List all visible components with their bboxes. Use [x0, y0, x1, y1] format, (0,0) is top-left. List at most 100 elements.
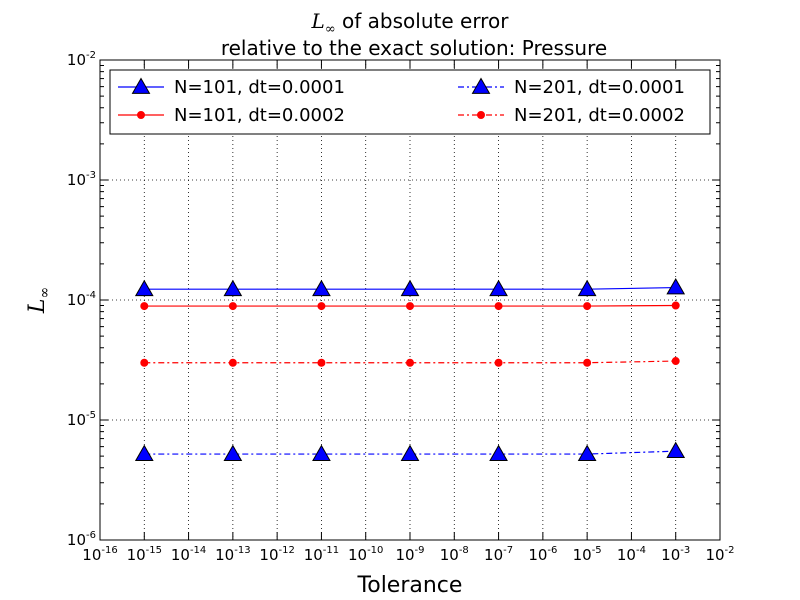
legend: N=101, dt=0.0001 N=101, dt=0.0002 N=201, d…: [109, 69, 711, 135]
data-point-dot: [317, 302, 326, 311]
data-point-dot: [228, 358, 237, 367]
x-tick-label-exponent: -13: [234, 545, 250, 556]
y-tick-label: 10-6: [67, 530, 96, 549]
x-tick-label: 10-9: [395, 545, 424, 564]
data-point-triangle: [223, 444, 243, 461]
x-tick-label: 10-14: [171, 545, 206, 564]
x-tick-label-base: 10: [348, 546, 367, 564]
y-tick-label-exponent: -6: [86, 530, 96, 541]
x-tick-label-base: 10: [617, 546, 636, 564]
x-tick-label-base: 10: [127, 546, 146, 564]
x-tick-label-exponent: -14: [190, 545, 206, 556]
y-tick-label-exponent: -2: [86, 50, 96, 61]
data-point-triangle: [577, 279, 597, 297]
data-point-triangle: [666, 278, 686, 295]
title-math-l: L: [311, 9, 325, 33]
legend-box: [109, 69, 711, 135]
x-tick-label: 10-12: [259, 545, 294, 564]
x-tick-label-exponent: -7: [503, 545, 513, 556]
x-tick-label-exponent: -6: [547, 545, 557, 556]
y-tick-label-exponent: -3: [86, 170, 96, 181]
x-tick-label: 10-13: [215, 545, 250, 564]
x-tick-label: 10-4: [617, 545, 646, 564]
legend-entry: N=201, dt=0.0001: [458, 77, 685, 98]
y-tick-label-exponent: -5: [86, 410, 96, 421]
y-axis-label: L∞: [25, 287, 53, 314]
data-point-triangle: [223, 279, 243, 297]
legend-label: N=201, dt=0.0002: [514, 105, 685, 126]
legend-marker-triangle: [131, 77, 151, 94]
y-tick-label-base: 10: [67, 291, 86, 309]
data-point-triangle: [666, 441, 686, 459]
data-point-triangle: [312, 444, 331, 461]
legend-marker-triangle: [471, 77, 491, 94]
x-tick-label: 10-8: [440, 545, 469, 564]
x-tick-label-base: 10: [259, 546, 278, 564]
legend-marker-dot: [137, 111, 145, 119]
plot-series: [134, 278, 686, 461]
legend-label: N=201, dt=0.0001: [514, 77, 685, 98]
x-tick-label: 10-15: [127, 545, 162, 564]
legend-label: N=101, dt=0.0002: [174, 105, 345, 126]
x-tick-label-exponent: -2: [725, 545, 735, 556]
data-point-triangle: [577, 444, 597, 461]
x-tick-label-base: 10: [82, 546, 101, 564]
x-tick-label-exponent: -5: [592, 545, 602, 556]
series-4: [140, 357, 680, 367]
y-tick-label: 10-3: [67, 170, 96, 189]
y-tick-label: 10-5: [67, 410, 96, 429]
series-2: [140, 301, 680, 311]
x-tick-label: 10-5: [573, 545, 602, 564]
data-point-dot: [494, 358, 503, 367]
data-point-triangle: [134, 444, 154, 461]
legend-entry: N=201, dt=0.0002: [458, 105, 685, 126]
y-tick-label-exponent: -4: [86, 290, 96, 301]
series-1: [134, 278, 686, 297]
y-tick-label-base: 10: [67, 51, 86, 69]
x-tick-label-exponent: -10: [367, 545, 383, 556]
y-axis-label-l: L: [25, 299, 50, 315]
data-point-dot: [317, 358, 326, 367]
legend-entry: N=101, dt=0.0001: [118, 77, 345, 98]
data-point-dot: [406, 302, 414, 311]
data-point-triangle: [312, 279, 331, 297]
x-tick-label: 10-16: [82, 545, 117, 564]
x-tick-label-exponent: -15: [146, 545, 162, 556]
data-point-triangle: [400, 444, 420, 461]
series-3: [134, 441, 686, 461]
legend-label: N=101, dt=0.0001: [174, 77, 345, 98]
title-rest: of absolute error: [336, 9, 510, 33]
data-point-dot: [494, 302, 503, 311]
x-tick-label-base: 10: [304, 546, 323, 564]
y-tick-label-base: 10: [67, 171, 86, 189]
x-tick-label-base: 10: [484, 546, 503, 564]
x-tick-label-base: 10: [528, 546, 547, 564]
y-tick-label-base: 10: [67, 411, 86, 429]
x-tick-label-base: 10: [705, 546, 724, 564]
data-point-dot: [671, 301, 680, 310]
x-axis-label: Tolerance: [357, 573, 463, 598]
x-tick-label-base: 10: [171, 546, 190, 564]
data-point-dot: [583, 358, 592, 367]
y-tick-label: 10-4: [67, 290, 96, 309]
x-tick-label-exponent: -12: [279, 545, 295, 556]
data-point-triangle: [400, 279, 420, 297]
y-axis-label-sub: ∞: [37, 287, 53, 299]
x-tick-label-exponent: -4: [636, 545, 646, 556]
data-point-dot: [583, 302, 592, 311]
legend-marker-dot: [477, 111, 485, 119]
x-tick-label-base: 10: [395, 546, 414, 564]
x-tick-label: 10-10: [348, 545, 383, 564]
title-math-sub: ∞: [325, 22, 336, 37]
data-point-triangle: [489, 279, 508, 297]
axes: 10-610-510-410-310-210-16 10-15 10-14 10-13…: [67, 50, 735, 564]
x-tick-label: 10-7: [484, 545, 513, 564]
x-tick-label-base: 10: [573, 546, 592, 564]
x-tick-label: 10-3: [661, 545, 690, 564]
x-tick-label-exponent: -8: [459, 545, 469, 556]
y-tick-label-base: 10: [67, 531, 86, 549]
x-tick-label-base: 10: [440, 546, 459, 564]
data-point-triangle: [489, 444, 508, 461]
legend-entry: N=101, dt=0.0002: [118, 105, 345, 126]
